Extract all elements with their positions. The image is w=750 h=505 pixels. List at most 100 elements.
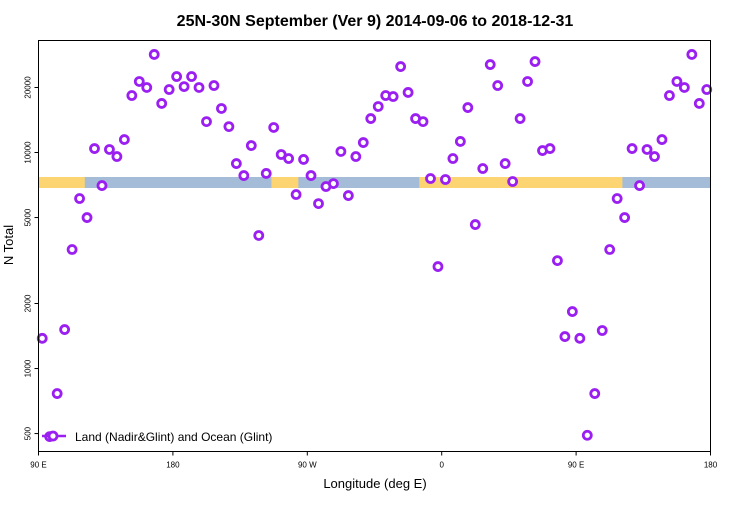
y-tick-label: 2000 — [24, 294, 33, 312]
data-point — [566, 306, 578, 317]
data-point — [104, 144, 115, 155]
data-point — [626, 143, 638, 154]
data-point — [335, 146, 347, 157]
data-point — [484, 59, 496, 70]
y-axis: 500 1000 2000 5000 10000 20000 — [24, 76, 39, 440]
data-point — [350, 151, 362, 162]
chart-title: 25N-30N September (Ver 9) 2014-09-06 to … — [177, 13, 574, 30]
y-tick-label: 1000 — [24, 359, 33, 377]
x-axis: 90 E 180 90 W 0 90 E 180 — [30, 451, 718, 470]
data-point — [156, 98, 168, 109]
x-tick-label: 90 E — [30, 461, 46, 470]
data-point — [678, 82, 690, 93]
data-point — [641, 144, 653, 155]
data-point — [462, 102, 474, 113]
data-point — [193, 82, 205, 93]
data-point — [305, 170, 317, 181]
data-point — [372, 101, 384, 112]
data-point — [619, 212, 631, 223]
data-point — [656, 134, 668, 145]
x-axis-label: Longitude (deg E) — [323, 476, 426, 491]
data-point — [51, 388, 63, 399]
data-point — [529, 56, 541, 67]
data-point — [522, 76, 533, 87]
data-point — [671, 76, 683, 87]
data-point — [454, 136, 466, 147]
data-point — [469, 219, 481, 230]
y-tick-label: 20000 — [24, 76, 33, 99]
land-band-segment — [271, 177, 299, 188]
data-point — [171, 71, 183, 82]
data-point — [298, 154, 309, 165]
data-point — [402, 87, 414, 98]
data-point — [492, 80, 504, 91]
land-band-segment — [419, 177, 623, 188]
ocean-band-segment — [38, 177, 711, 188]
y-tick-label: 500 — [24, 426, 33, 440]
data-point — [216, 103, 227, 114]
data-point — [425, 173, 436, 184]
y-tick-label: 10000 — [24, 141, 33, 164]
data-point — [238, 170, 250, 181]
data-point — [186, 71, 197, 82]
data-point — [59, 324, 71, 335]
data-point — [395, 61, 407, 72]
data-point — [260, 168, 272, 179]
data-point — [81, 212, 93, 223]
data-point — [328, 178, 339, 189]
data-point — [148, 49, 160, 60]
x-tick-label: 0 — [439, 461, 444, 470]
data-point — [313, 198, 324, 210]
data-point — [365, 113, 377, 124]
data-point — [581, 429, 593, 441]
data-point — [133, 76, 145, 87]
data-point — [447, 153, 459, 164]
data-point — [111, 151, 123, 162]
data-point — [604, 244, 616, 255]
data-point — [507, 176, 519, 187]
data-point — [559, 331, 571, 342]
data-point — [66, 244, 78, 255]
data-point — [499, 158, 511, 169]
legend-label: Land (Nadir&Glint) and Ocean (Glint) — [75, 430, 272, 444]
data-point — [664, 90, 675, 101]
data-point — [163, 84, 175, 95]
data-point — [74, 193, 85, 204]
data-point — [544, 143, 556, 154]
data-point — [126, 90, 138, 101]
data-point — [634, 180, 645, 191]
x-tick-label: 90 E — [568, 461, 584, 470]
data-point — [223, 121, 235, 133]
data-point — [686, 49, 698, 60]
data-point — [283, 153, 295, 164]
data-point — [596, 325, 608, 336]
data-point — [89, 143, 100, 154]
data-point — [357, 137, 369, 148]
y-tick-label: 5000 — [24, 208, 33, 226]
data-point — [253, 230, 265, 241]
data-point — [201, 116, 212, 128]
x-tick-label: 90 W — [298, 461, 317, 470]
data-point — [514, 113, 526, 124]
data-point — [693, 98, 705, 109]
land-ocean-band — [38, 177, 711, 188]
data-point — [477, 163, 489, 174]
data-point — [230, 158, 242, 169]
data-point — [290, 189, 302, 200]
data-point — [178, 81, 190, 92]
data-point — [245, 140, 257, 151]
data-points — [36, 49, 713, 443]
data-point — [552, 255, 563, 266]
y-axis-label: N Total — [1, 225, 16, 265]
plot-frame — [38, 40, 711, 452]
data-point — [432, 261, 444, 272]
data-point — [649, 151, 660, 162]
data-point — [574, 332, 586, 344]
x-tick-label: 180 — [166, 461, 180, 470]
legend: Land (Nadir&Glint) and Ocean (Glint) — [42, 430, 272, 444]
data-point — [611, 193, 623, 204]
data-point — [268, 122, 280, 133]
data-point — [701, 84, 713, 95]
data-point — [440, 174, 451, 185]
x-tick-label: 180 — [704, 461, 718, 470]
